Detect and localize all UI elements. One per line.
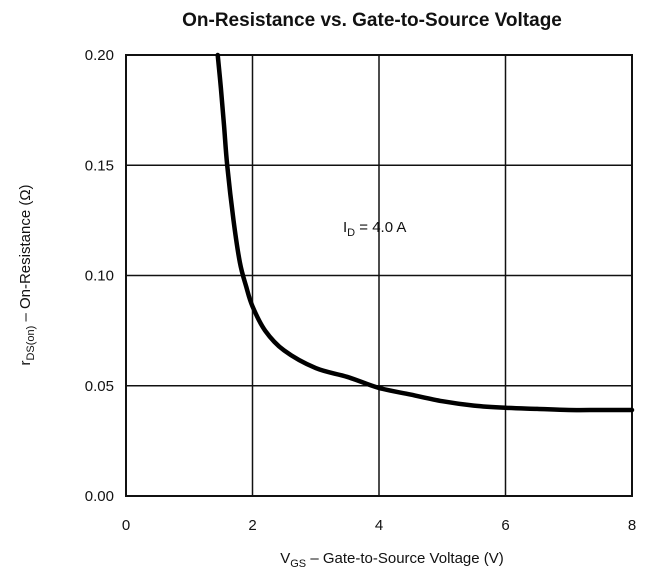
y-tick-label: 0.10 <box>85 268 114 285</box>
x-axis-label: VGS – Gate-to-Source Voltage (V) <box>280 550 504 570</box>
x-tick-label: 0 <box>122 517 130 534</box>
y-tick-labels: 0.00 0.05 0.10 0.15 0.20 <box>85 47 114 505</box>
x-tick-label: 8 <box>628 517 636 534</box>
x-tick-label: 4 <box>375 517 383 534</box>
x-tick-labels: 0 2 4 6 8 <box>122 517 636 534</box>
y-tick-label: 0.15 <box>85 157 114 174</box>
data-series-line <box>215 52 635 413</box>
x-tick-label: 2 <box>248 517 256 534</box>
current-annotation: ID = 4.0 A <box>343 219 406 239</box>
x-tick-label: 6 <box>501 517 509 534</box>
y-tick-label: 0.20 <box>85 47 114 64</box>
y-axis-label: rDS(on) – On-Resistance (Ω) <box>17 184 37 365</box>
grid-lines <box>126 55 632 496</box>
chart-title: On-Resistance vs. Gate-to-Source Voltage <box>182 10 562 31</box>
y-tick-label: 0.00 <box>85 488 114 505</box>
plot-frame <box>125 54 633 497</box>
y-tick-label: 0.05 <box>85 378 114 395</box>
